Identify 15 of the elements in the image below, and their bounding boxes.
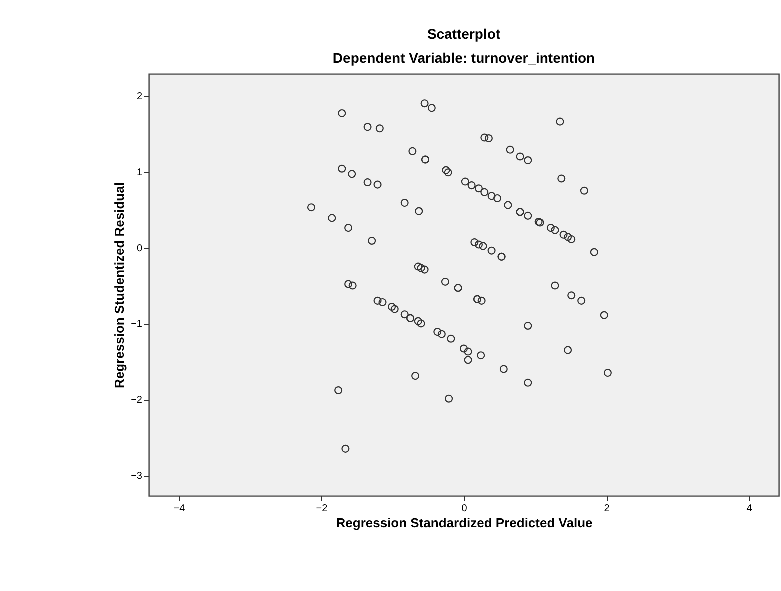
x-tick-label: −2 — [316, 504, 328, 514]
chart-title: Scatterplot — [427, 26, 501, 42]
y-tick-label: 2 — [136, 92, 143, 103]
chart-subtitle: Dependent Variable: turnover_intention — [332, 50, 596, 66]
y-tick-label: 0 — [136, 243, 143, 254]
x-axis-title: Regression Standardized Predicted Value — [336, 516, 593, 530]
x-tick-label: −4 — [174, 504, 186, 514]
y-axis-title: Regression Studentized Residual — [112, 182, 128, 388]
y-tick-label: −2 — [131, 395, 143, 406]
x-tick-label: 0 — [462, 504, 468, 514]
x-tick-label: 4 — [746, 504, 753, 514]
x-tick-label: 2 — [604, 504, 610, 514]
y-tick-label: 1 — [136, 167, 143, 178]
y-tick-label: −3 — [131, 471, 143, 482]
y-tick-label: −1 — [131, 319, 143, 330]
